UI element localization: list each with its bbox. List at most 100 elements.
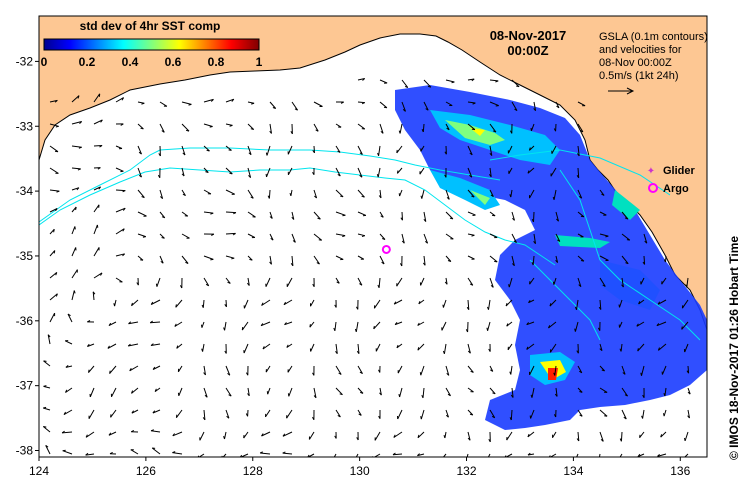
velocity-arrow [357,343,360,354]
velocity-arrow-head [467,437,471,441]
velocity-arrow [224,431,227,440]
colorbar-tick-label: 0.8 [208,55,225,69]
velocity-arrow-head [465,329,469,333]
velocity-arrow [159,255,164,264]
argo-float-marker[interactable] [381,244,391,254]
velocity-arrow-head [284,322,287,326]
velocity-arrow [599,409,608,417]
velocity-arrow [417,453,425,457]
velocity-arrow [511,255,515,266]
velocity-arrow [638,299,645,305]
velocity-arrow [393,299,403,305]
velocity-arrow [379,255,385,265]
velocity-arrow [445,189,450,200]
velocity-arrow-head [378,415,381,419]
velocity-arrow-head [469,152,473,156]
velocity-arrow [49,189,60,192]
velocity-arrow-head [600,439,604,442]
velocity-arrow [129,365,139,372]
velocity-arrow [467,277,474,286]
velocity-arrow [156,277,161,287]
velocity-arrow [137,145,142,155]
velocity-arrow [310,343,315,352]
velocity-arrow [357,211,367,216]
velocity-arrow [159,123,165,133]
velocity-arrow [131,409,139,414]
velocity-arrow-head [77,168,81,171]
velocity-arrow-head [681,326,683,330]
velocity-arrow-head [201,348,204,352]
velocity-arrow-head [205,171,209,173]
velocity-arrow-head [686,370,690,374]
velocity-arrow [442,299,447,308]
velocity-arrow [658,343,667,351]
velocity-arrow [266,145,271,156]
velocity-arrow-head [418,300,421,305]
velocity-arrow-head [393,301,397,305]
velocity-arrow-head [509,417,512,421]
velocity-arrow [288,387,293,397]
colorbar-tick-label: 0.4 [122,55,139,69]
velocity-arrow [203,145,210,152]
velocity-arrow [92,291,95,301]
velocity-arrow [445,211,454,220]
velocity-arrow [108,321,117,327]
velocity-arrow [445,101,453,106]
velocity-arrow [574,321,579,332]
velocity-arrow-head [601,193,605,196]
velocity-arrow-head [447,260,452,262]
velocity-arrow-head [333,327,336,331]
velocity-arrow [637,453,645,457]
velocity-arrow [511,79,520,88]
velocity-arrow [467,145,473,156]
velocity-arrow-head [509,194,512,198]
velocity-arrow [284,321,293,326]
velocity-arrow-head [495,80,499,83]
velocity-arrow-head [506,323,509,327]
velocity-arrow [225,189,235,195]
velocity-arrow [549,299,557,307]
gsla-note: GSLA (0.1m contours) and velocities for … [599,31,708,95]
velocity-arrow [287,365,293,373]
velocity-arrow [335,167,341,177]
velocity-arrow [661,365,667,375]
velocity-arrow-head [444,151,447,155]
x-tick-label: 136 [670,464,690,478]
velocity-arrow-head [447,393,451,397]
velocity-arrow [379,387,382,396]
velocity-arrow-head [79,121,83,124]
velocity-arrow-head [292,240,296,243]
velocity-arrow-head [250,196,254,199]
velocity-arrow [467,189,475,198]
velocity-arrow [636,321,645,327]
velocity-arrow-head [152,366,156,370]
velocity-arrow-head [47,334,51,338]
velocity-arrow-head [122,190,126,193]
velocity-arrow [577,409,583,417]
velocity-arrow [467,167,473,178]
velocity-arrow-head [449,217,454,220]
velocity-arrow [313,123,319,132]
velocity-arrow [401,101,406,112]
velocity-arrow-head [580,215,584,218]
velocity-arrow [599,365,605,372]
velocity-arrow [643,233,648,244]
velocity-arrow [335,255,344,260]
velocity-arrow [467,431,471,441]
velocity-arrow-head [204,394,208,398]
velocity-arrow-head [249,258,253,261]
velocity-arrow-head [223,435,225,440]
velocity-arrow-head [150,301,154,305]
velocity-arrow [420,365,425,376]
velocity-arrow [489,409,496,419]
velocity-arrow [555,255,559,263]
velocity-arrow-head [122,207,126,211]
velocity-arrow-head [396,344,399,349]
velocity-arrow [309,321,315,328]
velocity-arrow-head [315,129,319,132]
velocity-arrow-head [421,128,424,133]
velocity-arrow [394,321,403,326]
velocity-arrow [131,299,139,307]
velocity-arrow [357,123,366,130]
velocity-arrow-head [361,235,366,237]
